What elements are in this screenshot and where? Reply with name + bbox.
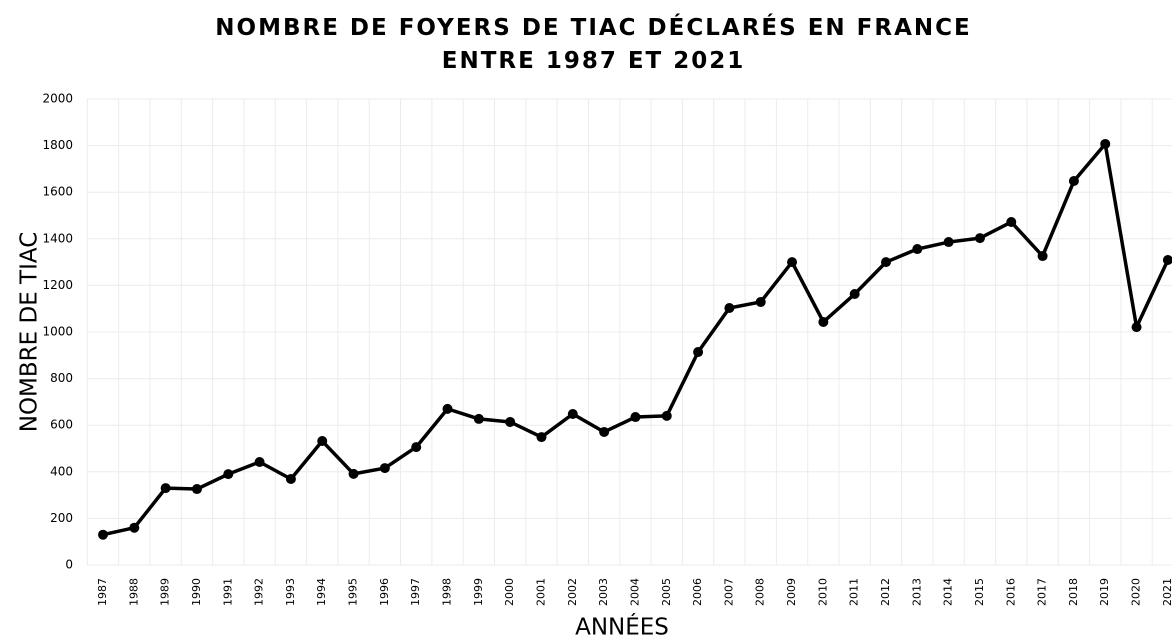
marker [223, 469, 234, 480]
marker [473, 413, 484, 424]
x-tick-label: 1997 [409, 578, 422, 606]
y-tick-label: 200 [50, 511, 73, 525]
x-tick-label: 1992 [253, 578, 266, 606]
marker [348, 468, 359, 479]
marker [1162, 255, 1172, 266]
marker [693, 347, 704, 358]
marker [912, 244, 923, 255]
y-tick-label: 1200 [42, 278, 73, 292]
x-tick-label: 2005 [660, 578, 673, 606]
x-tick-label: 1995 [347, 578, 360, 606]
marker [755, 296, 766, 307]
marker [505, 416, 516, 427]
x-tick-label: 2018 [1067, 578, 1080, 606]
marker [724, 303, 735, 314]
marker [317, 436, 328, 447]
y-tick-label: 400 [50, 464, 73, 478]
y-tick-label: 600 [50, 418, 73, 432]
x-tick-label: 2007 [722, 578, 735, 606]
marker [160, 483, 171, 494]
x-tick-label: 2000 [503, 578, 516, 606]
x-tick-label: 2021 [1161, 578, 1172, 606]
y-tick-label: 1000 [42, 325, 73, 339]
y-tick-label: 0 [65, 558, 73, 572]
x-tick-label: 2006 [691, 578, 704, 606]
y-axis-label: NOMBRE DE TIAC [17, 232, 43, 433]
y-tick-label: 1800 [42, 138, 73, 152]
marker [129, 522, 140, 533]
x-tick-label: 2019 [1098, 578, 1111, 606]
x-tick-label: 2012 [879, 578, 892, 606]
x-tick-label: 2004 [628, 578, 641, 606]
x-tick-label: 2008 [754, 578, 767, 606]
x-tick-label: 2002 [566, 578, 579, 606]
x-tick-label: 1998 [441, 578, 454, 606]
y-tick-label: 1600 [42, 185, 73, 199]
x-tick-label: 1994 [315, 578, 328, 606]
marker [98, 529, 108, 540]
x-tick-label: 2014 [942, 578, 955, 606]
x-tick-label: 2010 [816, 578, 829, 606]
y-tick-label: 1400 [42, 231, 73, 245]
marker [943, 237, 954, 248]
x-tick-label: 2016 [1004, 578, 1017, 606]
x-tick-label: 2003 [597, 578, 610, 606]
marker [849, 289, 860, 300]
marker [285, 474, 296, 485]
marker [1037, 251, 1048, 262]
marker [787, 257, 798, 268]
x-tick-label: 1991 [221, 578, 234, 606]
x-tick-label: 1990 [190, 578, 203, 606]
x-axis-label: ANNÉES [575, 613, 669, 639]
x-tick-label: 2013 [910, 578, 923, 606]
x-tick-label: 2009 [785, 578, 798, 606]
marker [1131, 322, 1142, 333]
marker [379, 463, 390, 474]
marker [254, 457, 265, 468]
line [102, 142, 1170, 537]
marker [567, 409, 578, 420]
x-tick-label: 2011 [848, 578, 861, 606]
x-tick-label: 1988 [127, 578, 140, 606]
marker [661, 410, 672, 421]
marker [442, 403, 453, 414]
marker [1100, 138, 1111, 149]
marker [1068, 176, 1079, 187]
marker [599, 426, 610, 437]
x-tick-label: 2017 [1036, 578, 1049, 606]
x-tick-label: 2020 [1130, 578, 1143, 606]
x-tick-label: 1989 [159, 578, 172, 606]
marker [191, 484, 202, 495]
y-tick-label: 2000 [42, 92, 73, 106]
y-tick-label: 800 [50, 371, 73, 385]
marker [411, 442, 422, 453]
x-tick-label: 1993 [284, 578, 297, 606]
marker [974, 233, 985, 244]
marker [630, 412, 641, 423]
marker [536, 432, 547, 443]
marker [881, 257, 891, 268]
x-tick-label: 1987 [96, 578, 109, 606]
x-tick-label: 1999 [472, 578, 485, 606]
chart-title: NOMBRE DE FOYERS DE TIAC DÉCLARÉS EN FRA… [215, 15, 972, 74]
x-tick-label: 2001 [534, 578, 547, 606]
x-tick-label: 1996 [378, 578, 391, 606]
marker [818, 316, 829, 327]
x-tick-label: 2015 [973, 578, 986, 606]
marker [1006, 217, 1017, 228]
